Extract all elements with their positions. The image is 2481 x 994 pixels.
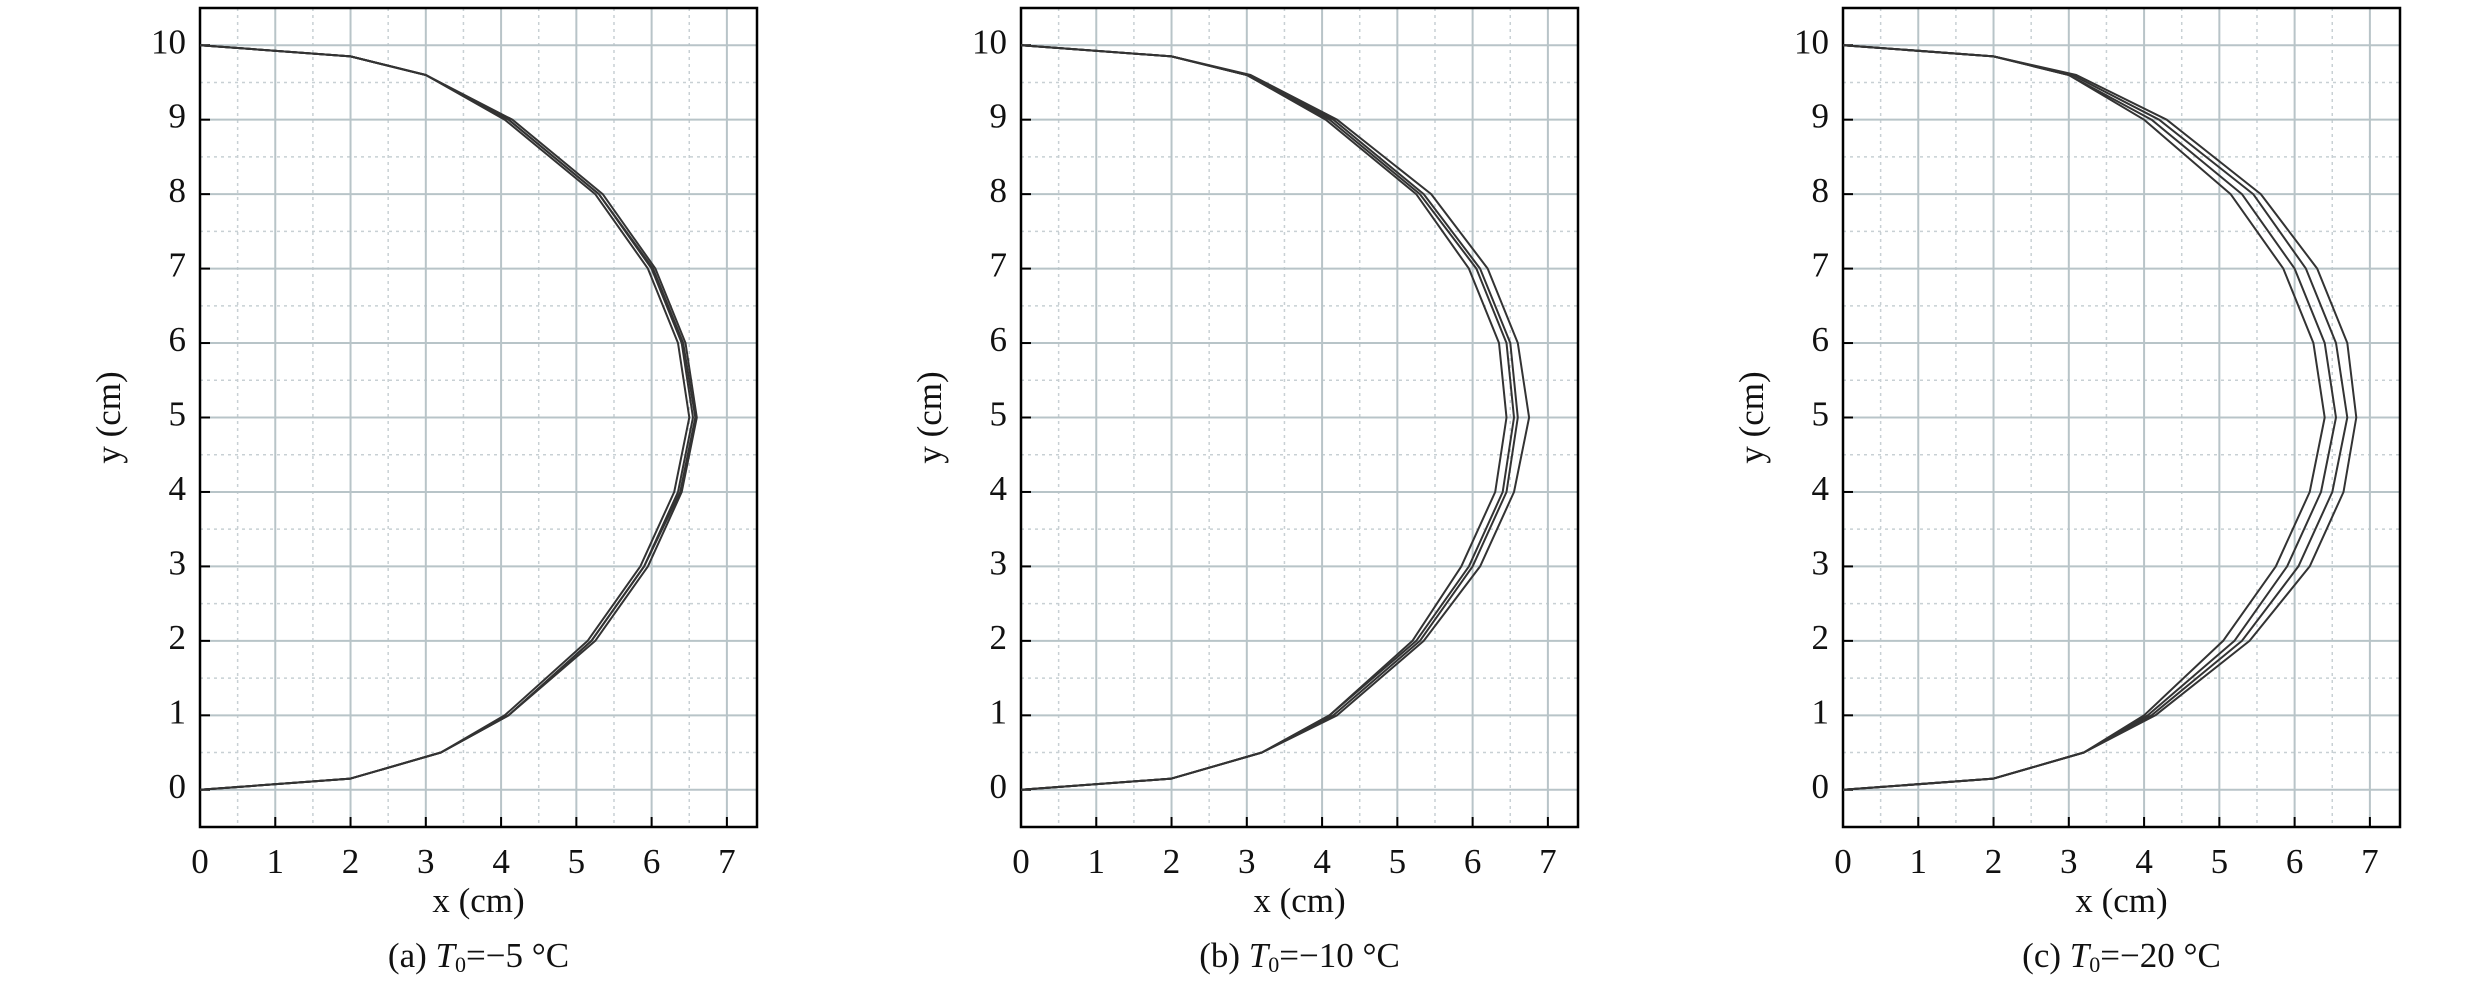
x-axis-label: x (cm) (2075, 881, 2167, 920)
y-tick-label: 3 (169, 543, 187, 582)
caption-var: T (2070, 936, 2092, 975)
caption-prefix: (c) (2022, 936, 2070, 975)
y-tick-label: 7 (990, 246, 1008, 285)
y-tick-label: 7 (1812, 246, 1830, 285)
x-tick-label: 0 (1834, 842, 1852, 881)
y-tick-label: 5 (169, 395, 187, 434)
y-tick-label: 5 (1812, 395, 1830, 434)
y-tick-label: 6 (990, 320, 1008, 359)
y-tick-label: 7 (169, 246, 187, 285)
caption: (b) T0=−10 °C (1199, 936, 1400, 977)
x-tick-label: 6 (2286, 842, 2304, 881)
y-axis-label: y (cm) (1732, 371, 1771, 463)
caption-sub: 0 (455, 952, 466, 977)
x-tick-label: 0 (191, 842, 209, 881)
y-tick-label: 8 (990, 171, 1008, 210)
x-tick-label: 4 (1313, 842, 1331, 881)
y-axis-label: y (cm) (89, 371, 128, 463)
x-tick-label: 5 (568, 842, 586, 881)
caption-rest: =−5 °C (466, 936, 569, 975)
y-tick-label: 1 (1812, 692, 1830, 731)
y-tick-label: 4 (990, 469, 1008, 508)
x-tick-label: 3 (417, 842, 435, 881)
y-tick-label: 10 (972, 22, 1007, 61)
y-tick-label: 2 (1812, 618, 1830, 657)
caption-sub: 0 (2089, 952, 2100, 977)
x-tick-label: 2 (342, 842, 360, 881)
y-tick-label: 8 (1812, 171, 1830, 210)
x-tick-label: 4 (492, 842, 510, 881)
caption-var: T (436, 936, 458, 975)
y-tick-label: 9 (990, 97, 1008, 136)
curve (1842, 44, 2358, 791)
y-tick-label: 2 (990, 618, 1008, 657)
caption: (c) T0=−20 °C (2022, 936, 2221, 977)
caption-prefix: (a) (388, 936, 436, 975)
y-tick-label: 4 (169, 469, 187, 508)
x-tick-label: 2 (1985, 842, 2003, 881)
plot-frame (1841, 6, 2402, 829)
caption: (a) T0=−5 °C (388, 936, 569, 977)
y-tick-label: 4 (1812, 469, 1830, 508)
x-tick-label: 1 (1910, 842, 1928, 881)
x-tick-label: 2 (1163, 842, 1181, 881)
y-tick-label: 3 (1812, 543, 1830, 582)
x-tick-label: 1 (267, 842, 285, 881)
y-axis-label: y (cm) (910, 371, 949, 463)
x-tick-label: 7 (718, 842, 736, 881)
x-axis-label: x (cm) (1253, 881, 1345, 920)
y-tick-label: 8 (169, 171, 187, 210)
caption-sub: 0 (1268, 952, 1279, 977)
y-tick-label: 10 (151, 22, 186, 61)
x-axis-label: x (cm) (432, 881, 524, 920)
x-tick-label: 3 (1238, 842, 1256, 881)
caption-var: T (1249, 936, 1271, 975)
plot-frame (1019, 6, 1580, 829)
x-tick-label: 5 (1389, 842, 1407, 881)
x-tick-label: 7 (2361, 842, 2379, 881)
curve (199, 44, 697, 791)
curve (1020, 44, 1531, 791)
x-tick-label: 4 (2135, 842, 2153, 881)
y-tick-label: 6 (1812, 320, 1830, 359)
x-tick-label: 6 (1464, 842, 1482, 881)
x-tick-label: 6 (643, 842, 661, 881)
caption-rest: =−10 °C (1279, 936, 1400, 975)
y-tick-label: 2 (169, 618, 187, 657)
y-tick-label: 0 (1812, 767, 1830, 806)
y-tick-label: 9 (1812, 97, 1830, 136)
y-tick-label: 1 (169, 692, 187, 731)
y-tick-label: 3 (990, 543, 1008, 582)
y-tick-label: 0 (169, 767, 187, 806)
y-tick-label: 5 (990, 395, 1008, 434)
x-tick-label: 3 (2060, 842, 2078, 881)
x-tick-label: 0 (1012, 842, 1030, 881)
plot-frame (198, 6, 759, 829)
y-tick-label: 9 (169, 97, 187, 136)
curve (1020, 44, 1515, 791)
x-tick-label: 5 (2211, 842, 2229, 881)
y-tick-label: 10 (1794, 22, 1829, 61)
y-tick-label: 1 (990, 692, 1008, 731)
y-tick-label: 0 (990, 767, 1008, 806)
y-tick-label: 6 (169, 320, 187, 359)
x-tick-label: 1 (1088, 842, 1106, 881)
x-tick-label: 7 (1539, 842, 1557, 881)
caption-rest: =−20 °C (2100, 936, 2221, 975)
caption-prefix: (b) (1199, 936, 1249, 975)
